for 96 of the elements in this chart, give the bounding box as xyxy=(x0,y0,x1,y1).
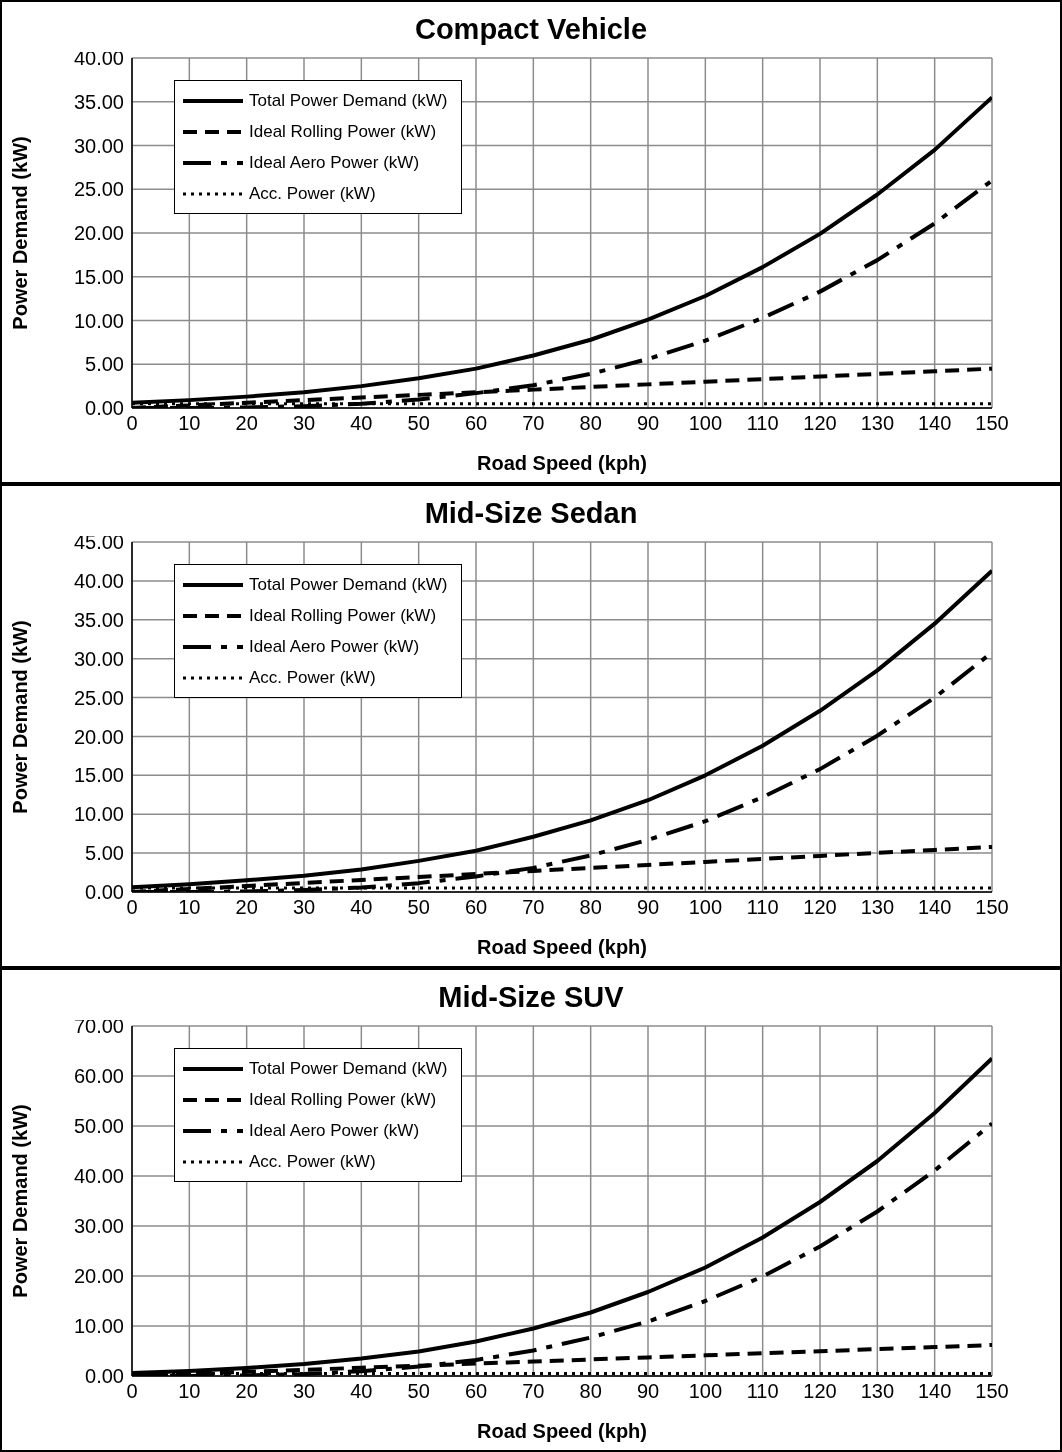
x-tick-label: 100 xyxy=(688,896,723,919)
y-tick-label: 20.00 xyxy=(73,1265,124,1288)
legend-label: Ideal Rolling Power (kW) xyxy=(249,1089,437,1110)
x-axis-title: Road Speed (kph) xyxy=(476,936,648,958)
x-tick-label: 90 xyxy=(636,412,660,435)
x-tick-label: 90 xyxy=(636,896,660,919)
y-tick-label: 0.00 xyxy=(85,881,124,904)
chart-title: Compact Vehicle xyxy=(414,13,648,45)
x-tick-label: 70 xyxy=(522,412,545,435)
y-tick-label: 70.00 xyxy=(73,1015,124,1038)
x-tick-label: 100 xyxy=(688,412,723,435)
y-tick-label: 35.00 xyxy=(73,90,124,113)
x-tick-label: 140 xyxy=(917,412,952,435)
x-tick-label: 140 xyxy=(917,1380,952,1403)
legend-label: Acc. Power (kW) xyxy=(249,1151,376,1172)
legend-label: Ideal Rolling Power (kW) xyxy=(249,121,437,142)
y-axis-title: Power Demand (kW) xyxy=(9,620,32,814)
x-tick-label: 110 xyxy=(746,896,779,919)
legend-label: Ideal Aero Power (kW) xyxy=(249,636,420,657)
chart-title: Mid-Size SUV xyxy=(438,981,624,1013)
legend-label: Total Power Demand (kW) xyxy=(249,90,448,111)
x-tick-label: 40 xyxy=(350,1380,373,1403)
x-tick-label: 120 xyxy=(803,412,837,435)
x-tick-label: 10 xyxy=(178,896,201,919)
y-axis-title: Power Demand (kW) xyxy=(9,1104,32,1298)
x-tick-label: 10 xyxy=(178,1380,201,1403)
y-tick-label: 15.00 xyxy=(73,265,124,288)
y-tick-label: 40.00 xyxy=(73,569,124,592)
x-tick-label: 140 xyxy=(917,896,952,919)
x-tick-label: 110 xyxy=(746,1380,779,1403)
y-tick-label: 30.00 xyxy=(73,134,124,157)
x-tick-label: 110 xyxy=(746,412,779,435)
x-tick-label: 30 xyxy=(292,1380,316,1403)
legend-label: Ideal Aero Power (kW) xyxy=(249,1120,420,1141)
y-tick-label: 20.00 xyxy=(73,725,124,748)
y-tick-label: 5.00 xyxy=(85,353,124,376)
y-tick-label: 40.00 xyxy=(73,1165,124,1188)
y-tick-label: 35.00 xyxy=(73,608,124,631)
y-tick-label: 45.00 xyxy=(73,531,124,554)
x-tick-label: 120 xyxy=(803,1380,837,1403)
x-tick-label: 60 xyxy=(464,412,488,435)
x-tick-label: 30 xyxy=(292,896,316,919)
legend-label: Total Power Demand (kW) xyxy=(249,1058,448,1079)
y-tick-label: 30.00 xyxy=(73,1215,124,1238)
x-tick-label: 70 xyxy=(522,1380,545,1403)
legend-label: Ideal Aero Power (kW) xyxy=(249,152,420,173)
y-tick-label: 10.00 xyxy=(73,1315,124,1338)
x-tick-label: 20 xyxy=(235,412,258,435)
legend-label: Ideal Rolling Power (kW) xyxy=(249,605,437,626)
legend-label: Total Power Demand (kW) xyxy=(249,574,448,595)
x-tick-label: 50 xyxy=(407,896,430,919)
x-tick-label: 80 xyxy=(579,1380,602,1403)
y-tick-label: 15.00 xyxy=(73,764,124,787)
x-tick-label: 130 xyxy=(860,896,895,919)
x-tick-label: 130 xyxy=(860,1380,895,1403)
x-tick-label: 100 xyxy=(688,1380,723,1403)
x-tick-label: 130 xyxy=(860,412,895,435)
y-tick-label: 30.00 xyxy=(73,647,124,670)
x-tick-label: 60 xyxy=(464,1380,488,1403)
x-tick-label: 80 xyxy=(579,896,602,919)
y-tick-label: 0.00 xyxy=(85,1365,124,1388)
y-tick-label: 25.00 xyxy=(73,686,124,709)
x-tick-label: 150 xyxy=(975,1380,1009,1403)
y-tick-label: 20.00 xyxy=(73,222,124,245)
x-tick-label: 120 xyxy=(803,896,837,919)
x-tick-label: 50 xyxy=(407,1380,430,1403)
x-tick-label: 60 xyxy=(464,896,488,919)
y-axis-title: Power Demand (kW) xyxy=(9,136,32,330)
y-tick-label: 40.00 xyxy=(73,47,124,70)
x-tick-label: 40 xyxy=(350,412,373,435)
x-tick-label: 20 xyxy=(235,896,258,919)
x-tick-label: 50 xyxy=(407,412,430,435)
x-tick-label: 20 xyxy=(235,1380,258,1403)
legend-label: Acc. Power (kW) xyxy=(249,183,376,204)
x-tick-label: 90 xyxy=(636,1380,660,1403)
x-tick-label: 10 xyxy=(178,412,201,435)
y-tick-label: 50.00 xyxy=(73,1115,124,1138)
x-tick-label: 70 xyxy=(522,896,545,919)
x-tick-label: 0 xyxy=(126,1380,138,1403)
y-tick-label: 25.00 xyxy=(73,178,124,201)
x-tick-label: 0 xyxy=(126,412,138,435)
x-tick-label: 150 xyxy=(975,896,1009,919)
y-tick-label: 5.00 xyxy=(85,842,124,865)
x-tick-label: 150 xyxy=(975,412,1009,435)
x-axis-title: Road Speed (kph) xyxy=(476,452,648,474)
x-tick-label: 80 xyxy=(579,412,602,435)
x-tick-label: 30 xyxy=(292,412,316,435)
y-tick-label: 10.00 xyxy=(73,803,124,826)
x-tick-label: 40 xyxy=(350,896,373,919)
legend-label: Acc. Power (kW) xyxy=(249,667,376,688)
y-tick-label: 0.00 xyxy=(85,397,124,420)
chart-title: Mid-Size Sedan xyxy=(424,497,638,529)
x-axis-title: Road Speed (kph) xyxy=(476,1420,648,1442)
y-tick-label: 60.00 xyxy=(73,1065,124,1088)
x-tick-label: 0 xyxy=(126,896,138,919)
y-tick-label: 10.00 xyxy=(73,309,124,332)
